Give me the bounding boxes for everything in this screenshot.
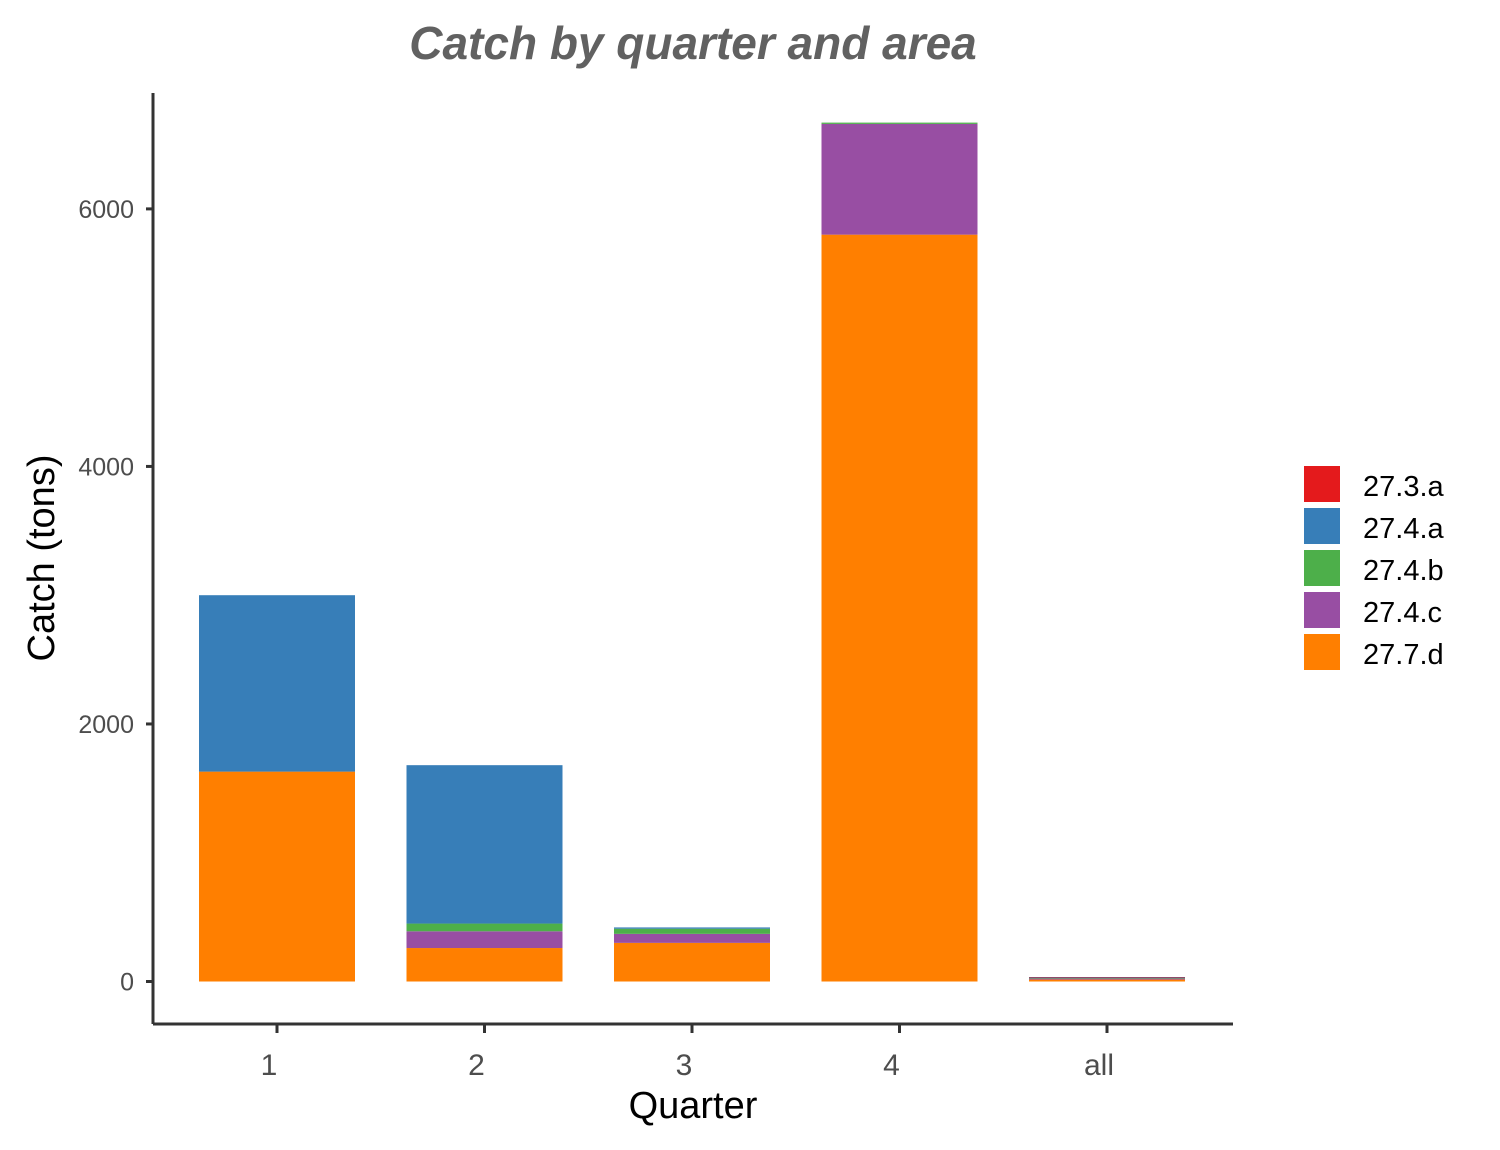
x-axis-title: Quarter	[629, 1085, 758, 1127]
bar-q3-27-4-a	[614, 927, 770, 929]
x-tick-label: 4	[883, 1049, 900, 1082]
legend-swatch-27-4-a	[1304, 508, 1340, 544]
legend-swatch-27-7-d	[1304, 634, 1340, 670]
bar-q3-27-7-d	[614, 942, 770, 982]
bar-q1-27-7-d	[199, 771, 355, 982]
legend-label-27-4-b: 27.4.b	[1363, 555, 1444, 587]
x-tick-label: 1	[261, 1049, 278, 1082]
bar-q2-27-4-b	[406, 923, 563, 932]
y-tick-label: 6000	[78, 196, 134, 224]
y-tick-label: 2000	[78, 711, 134, 739]
bar-qall-27-4-c	[1029, 978, 1185, 980]
bar-q3-27-4-b	[614, 928, 770, 934]
bar-q1-27-4-a	[199, 595, 355, 772]
bar-q4-27-4-c	[821, 123, 978, 235]
x-tick-label: 3	[676, 1049, 693, 1082]
y-axis-title: Catch (tons)	[21, 455, 63, 662]
bar-qall-27-4-a	[1029, 977, 1185, 979]
bar-qall-27-3-a	[1029, 976, 1185, 978]
legend-swatch-27-4-c	[1304, 592, 1340, 628]
legend-label-27-4-c: 27.4.c	[1363, 597, 1442, 629]
chart-title: Catch by quarter and area	[409, 17, 977, 69]
bar-q2-27-4-c	[406, 931, 563, 949]
legend-label-27-4-a: 27.4.a	[1363, 513, 1444, 545]
bar-qall-27-7-d	[1029, 979, 1185, 982]
bar-qall-27-4-b	[1029, 978, 1185, 979]
legend-label-27-3-a: 27.3.a	[1363, 471, 1444, 503]
bars-layer	[199, 122, 1185, 982]
bar-q4-27-4-b	[821, 122, 978, 124]
legend: 27.3.a 27.4.a 27.4.b 27.4.c 27.7.d	[1304, 466, 1444, 671]
y-axis-ticks: 0 2000 4000 6000	[78, 196, 153, 997]
bar-q2-27-7-d	[406, 948, 563, 982]
x-tick-label: all	[1084, 1049, 1114, 1082]
bar-q3-27-4-c	[614, 933, 770, 943]
legend-swatch-27-3-a	[1304, 466, 1340, 502]
bar-q4-27-7-d	[821, 234, 978, 982]
y-tick-label: 0	[120, 969, 134, 997]
legend-label-27-7-d: 27.7.d	[1363, 639, 1444, 671]
x-tick-label: 2	[468, 1049, 485, 1082]
x-axis-ticks: 1 2 3 4 all	[261, 1024, 1114, 1082]
legend-swatch-27-4-b	[1304, 550, 1340, 586]
y-tick-label: 4000	[78, 453, 134, 481]
bar-q2-27-4-a	[406, 765, 563, 924]
